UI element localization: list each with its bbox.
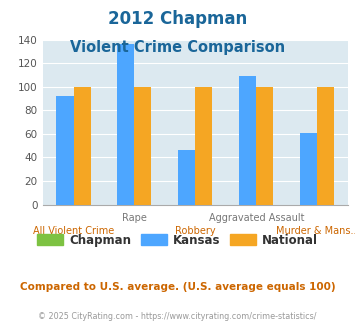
Bar [56, 96, 73, 205]
Bar [300, 133, 317, 205]
Text: Violent Crime Comparison: Violent Crime Comparison [70, 40, 285, 54]
Text: Murder & Mans...: Murder & Mans... [275, 226, 355, 236]
Text: 2012 Chapman: 2012 Chapman [108, 10, 247, 28]
Text: © 2025 CityRating.com - https://www.cityrating.com/crime-statistics/: © 2025 CityRating.com - https://www.city… [38, 312, 317, 321]
Bar [73, 87, 91, 205]
Text: All Violent Crime: All Violent Crime [33, 226, 114, 236]
Text: Robbery: Robbery [175, 226, 215, 236]
Bar [317, 87, 334, 205]
Text: Compared to U.S. average. (U.S. average equals 100): Compared to U.S. average. (U.S. average … [20, 282, 335, 292]
Bar [178, 150, 195, 205]
Text: Aggravated Assault: Aggravated Assault [208, 213, 304, 223]
Bar [239, 76, 256, 205]
Legend: Chapman, Kansas, National: Chapman, Kansas, National [33, 229, 322, 251]
Text: Rape: Rape [122, 213, 147, 223]
Bar [118, 44, 135, 205]
Bar [195, 87, 212, 205]
Bar [256, 87, 273, 205]
Bar [135, 87, 152, 205]
